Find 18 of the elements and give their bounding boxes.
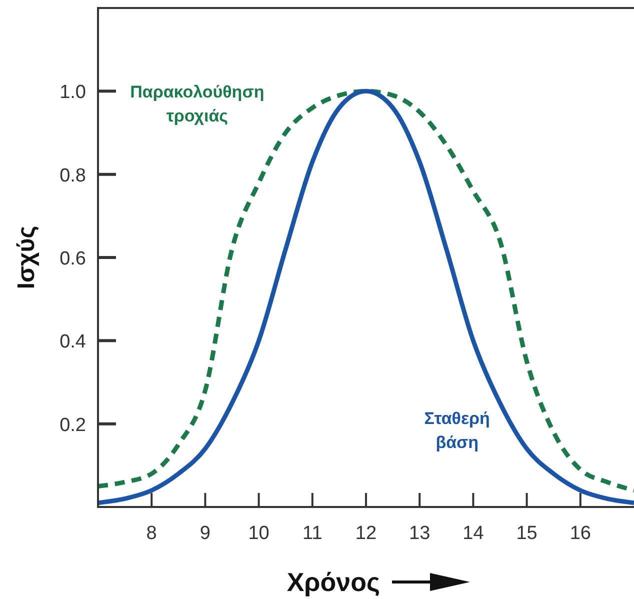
x-tick-label: 12: [355, 523, 377, 544]
x-tick-label: 13: [409, 523, 430, 544]
y-axis-title: Ισχύς: [13, 226, 40, 290]
y-tick-label: 0.2: [60, 414, 86, 436]
series-label: Σταθερή βάση: [424, 408, 490, 452]
series-label: Παρακολούθηση τροχιάς: [130, 82, 264, 126]
x-axis-title: Χρόνος: [286, 567, 380, 597]
x-tick-label: 11: [302, 523, 322, 544]
x-tick-label: 9: [200, 523, 210, 544]
x-tick-label: 14: [462, 523, 484, 544]
x-tick-label: 15: [516, 523, 538, 544]
y-tick-label: 1.0: [60, 82, 86, 104]
x-tick-label: 16: [570, 523, 591, 544]
y-tick-label: 0.4: [60, 332, 86, 353]
x-tick-label: 8: [146, 523, 157, 544]
y-tick-label: 0.8: [60, 165, 86, 186]
x-tick-label: 10: [248, 523, 270, 544]
y-tick-label: 0.6: [60, 248, 86, 270]
